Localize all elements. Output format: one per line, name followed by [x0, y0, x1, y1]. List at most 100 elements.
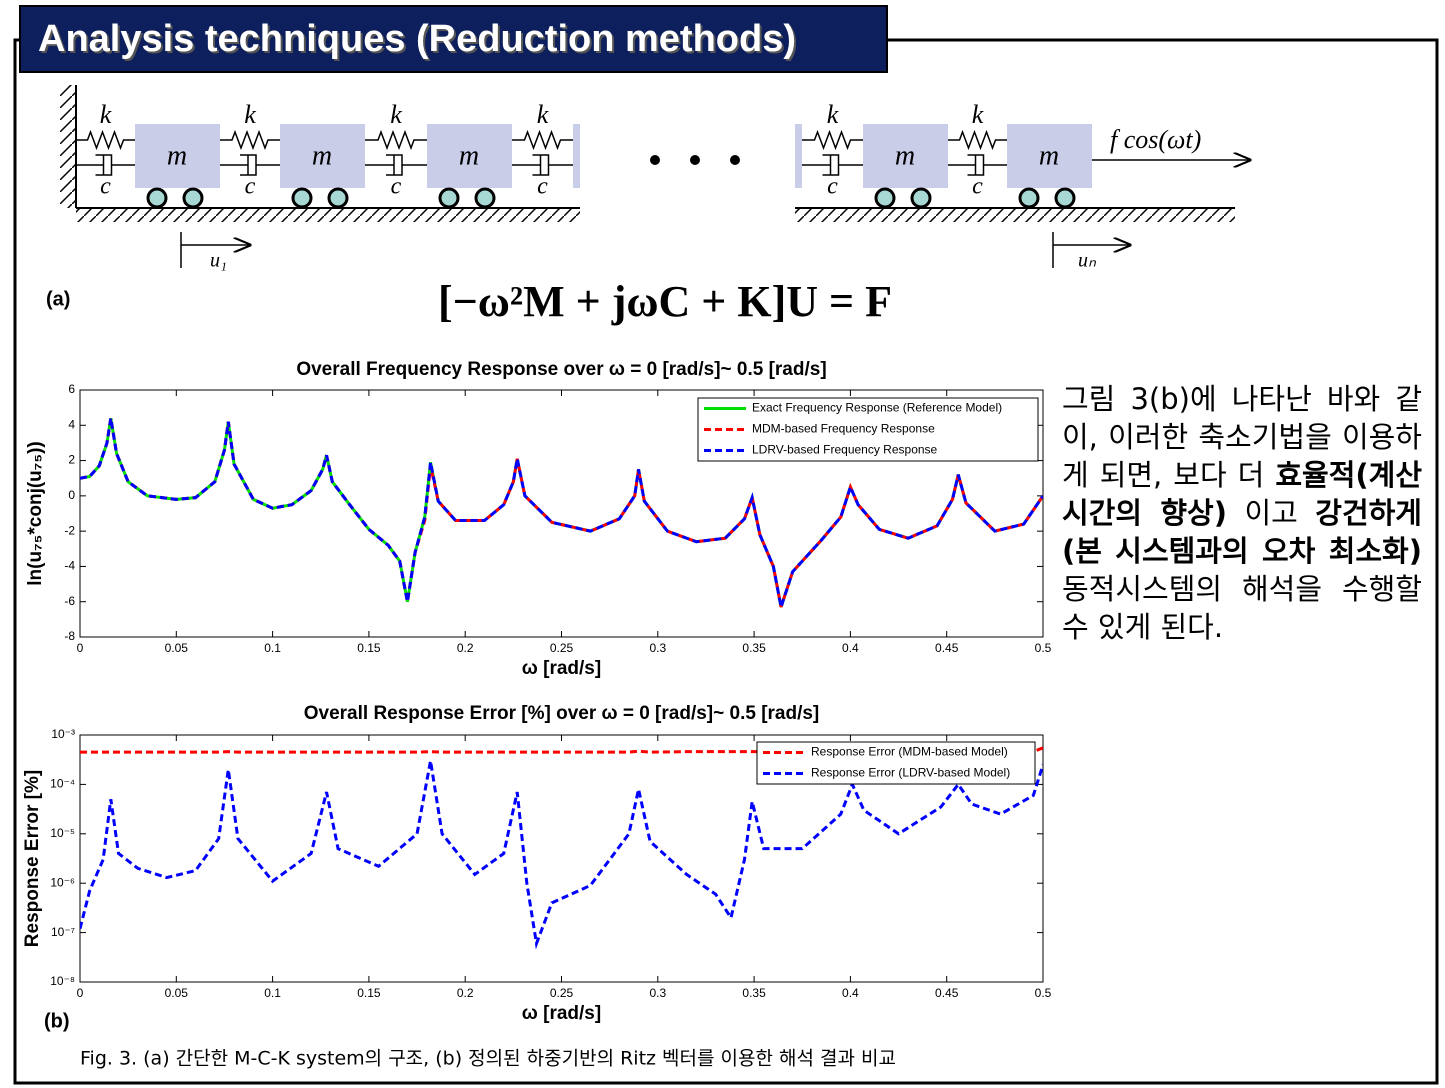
series-line	[80, 417, 1043, 608]
x-tick-label: 0.2	[457, 641, 474, 655]
wall-hatch	[60, 85, 76, 208]
wheel	[874, 187, 896, 209]
damper-label: c	[391, 174, 402, 200]
spring	[512, 129, 573, 151]
spring-label: k	[537, 100, 549, 129]
caption: Fig. 3. (a) 간단한 M-C-K system의 구조, (b) 정의…	[80, 1048, 896, 1070]
y-tick-label: -8	[64, 629, 75, 643]
x-tick-label: 0.2	[457, 986, 474, 1000]
equation: [−ω²M + jωC + K]U = F	[438, 277, 892, 326]
x-tick-label: 0.35	[742, 641, 766, 655]
damper	[802, 154, 863, 176]
x-tick-label: 0.1	[264, 641, 281, 655]
x-tick-label: 0.05	[165, 986, 189, 1000]
x-tick-label: 0.15	[357, 641, 381, 655]
damper	[76, 154, 135, 176]
mass-label: m	[167, 140, 187, 171]
y-tick-label: 0	[68, 488, 75, 502]
spring-label: k	[390, 100, 402, 129]
mass-label: m	[895, 140, 915, 171]
x-axis-label: ω [rad/s]	[522, 1003, 601, 1024]
wheel	[146, 187, 168, 209]
legend-box	[697, 397, 1039, 462]
x-tick-label: 0.25	[550, 986, 574, 1000]
spring	[802, 129, 863, 151]
mass-partial	[795, 124, 802, 188]
description-run: 이고	[1227, 496, 1316, 530]
mass-partial	[573, 124, 580, 188]
x-tick-label: 0.4	[842, 986, 859, 1000]
wheel	[1054, 187, 1076, 209]
wheel	[182, 187, 204, 209]
spring	[220, 129, 280, 151]
wheel	[474, 187, 496, 209]
series-line	[80, 746, 1043, 754]
description-run: 그림 3(b)에 나타난 바와 같이, 이러한 축소기법을 이용하게 되면, 보…	[1062, 382, 1422, 492]
legend-label: Response Error (MDM-based Model)	[811, 745, 1008, 759]
mass	[135, 124, 220, 188]
damper-label: c	[100, 174, 111, 200]
chart-title: Overall Frequency Response over ω = 0 [r…	[296, 359, 826, 380]
spring-label: k	[827, 100, 839, 129]
description-run: 효율적(계산시간의 향상)	[1062, 458, 1422, 530]
y-tick-label: 2	[68, 453, 75, 467]
ellipsis-dot	[730, 155, 740, 165]
x-tick-label: 0.3	[649, 641, 666, 655]
y-tick-label: 10⁻⁸	[50, 974, 75, 988]
panel-label: (a)	[46, 288, 70, 310]
damper	[512, 154, 573, 176]
damper-label: c	[827, 174, 838, 200]
floor-hatch	[76, 208, 580, 222]
force-label: f cos(ωt)	[1110, 125, 1201, 154]
header-box	[19, 5, 888, 73]
spring-label: k	[972, 100, 984, 129]
chart: Overall Response Error [%] over ω = 0 [r…	[22, 703, 1052, 1032]
spring	[365, 129, 427, 151]
damper	[220, 154, 280, 176]
displacement-label: u₁	[210, 250, 227, 272]
x-tick-label: 0.45	[935, 641, 959, 655]
x-tick-label: 0.45	[935, 986, 959, 1000]
legend-label: Response Error (LDRV-based Model)	[811, 766, 1010, 780]
floor-hatch	[795, 208, 1235, 222]
spring	[76, 129, 135, 151]
mass	[863, 124, 948, 188]
chart-title: Overall Response Error [%] over ω = 0 [r…	[304, 703, 820, 724]
x-tick-label: 0.3	[649, 986, 666, 1000]
description-run: 강건하게(본 시스템과의 오차 최소화)	[1062, 496, 1422, 568]
spring-label: k	[100, 100, 112, 129]
mass	[1007, 124, 1092, 188]
legend-label: LDRV-based Frequency Response	[752, 443, 938, 457]
mass-label: m	[312, 140, 332, 171]
spring-label: k	[244, 100, 256, 129]
series-line	[80, 760, 1043, 950]
x-tick-label: 0.5	[1035, 641, 1052, 655]
mass	[427, 124, 512, 188]
header-title: Analysis techniques (Reduction methods)	[38, 18, 796, 60]
description-run: 동적시스템의 해석을 수행할 수 있게 된다.	[1062, 572, 1422, 644]
x-tick-label: 0.25	[550, 641, 574, 655]
header-shadow: Analysis techniques (Reduction methods)	[40, 20, 798, 62]
x-tick-label: 0	[77, 641, 84, 655]
y-tick-label: 4	[68, 417, 75, 431]
legend-label: Exact Frequency Response (Reference Mode…	[752, 401, 1002, 415]
x-tick-label: 0.35	[742, 986, 766, 1000]
y-tick-label: 10⁻⁶	[50, 875, 75, 889]
y-axis-label: ln(u₇₅*conj(u₇₅))	[25, 441, 46, 585]
mass-label: m	[1039, 140, 1059, 171]
damper	[948, 154, 1007, 176]
y-tick-label: 10⁻⁵	[50, 826, 75, 840]
wheel	[327, 187, 349, 209]
x-tick-label: 0	[77, 986, 84, 1000]
description: 그림 3(b)에 나타난 바와 같이, 이러한 축소기법을 이용하게 되면, 보…	[1062, 380, 1422, 646]
wheel	[291, 187, 313, 209]
chart: Overall Frequency Response over ω = 0 [r…	[25, 359, 1052, 679]
displacement-label: uₙ	[1078, 250, 1097, 272]
legend-label: MDM-based Frequency Response	[752, 422, 935, 436]
damper-label: c	[245, 174, 256, 200]
x-tick-label: 0.5	[1035, 986, 1052, 1000]
damper	[365, 154, 427, 176]
x-tick-label: 0.4	[842, 641, 859, 655]
wheel	[910, 187, 932, 209]
